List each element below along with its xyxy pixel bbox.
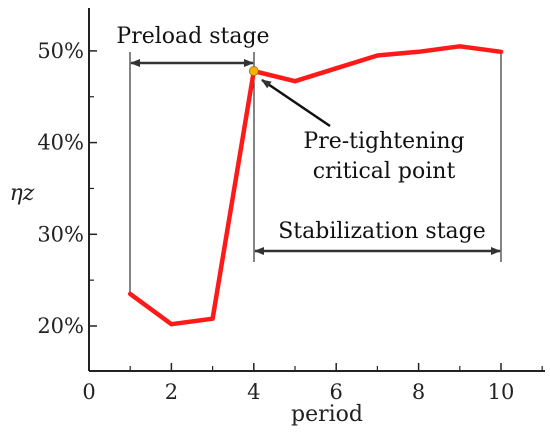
x-tick-label: 6 — [330, 380, 343, 404]
series-group — [127, 44, 504, 327]
y-tick-label: 20% — [37, 314, 84, 338]
x-axis-title: period — [291, 402, 363, 427]
preload-stage-label: Preload stage — [116, 24, 269, 49]
x-ticks: 0 2 4 6 8 10 — [82, 363, 543, 404]
critical-point-arrow — [261, 78, 331, 128]
x-tick-label: 2 — [165, 380, 178, 404]
y-tick-label: 50% — [37, 39, 84, 63]
x-tick-label: 4 — [247, 380, 260, 404]
axes — [88, 8, 545, 372]
x-tick-label: 0 — [82, 380, 95, 404]
y-tick-label: 40% — [37, 131, 84, 155]
x-tick-label: 8 — [412, 380, 425, 404]
stabilization-stage-label: Stabilization stage — [278, 219, 486, 244]
x-tick-label: 10 — [488, 380, 515, 404]
y-axis-title: ηz — [10, 181, 35, 206]
pretightening-label-line1: Pre-tightening — [303, 129, 464, 154]
annotations: Preload stage Pre-tightening critical po… — [116, 24, 485, 244]
y-ticks: 20% 30% 40% 50% — [37, 39, 97, 338]
critical-point-marker — [248, 66, 259, 76]
y-tick-label: 30% — [37, 222, 84, 246]
series-line — [127, 44, 504, 327]
stage-brackets — [129, 50, 502, 296]
pretightening-label-line2: critical point — [313, 159, 456, 184]
